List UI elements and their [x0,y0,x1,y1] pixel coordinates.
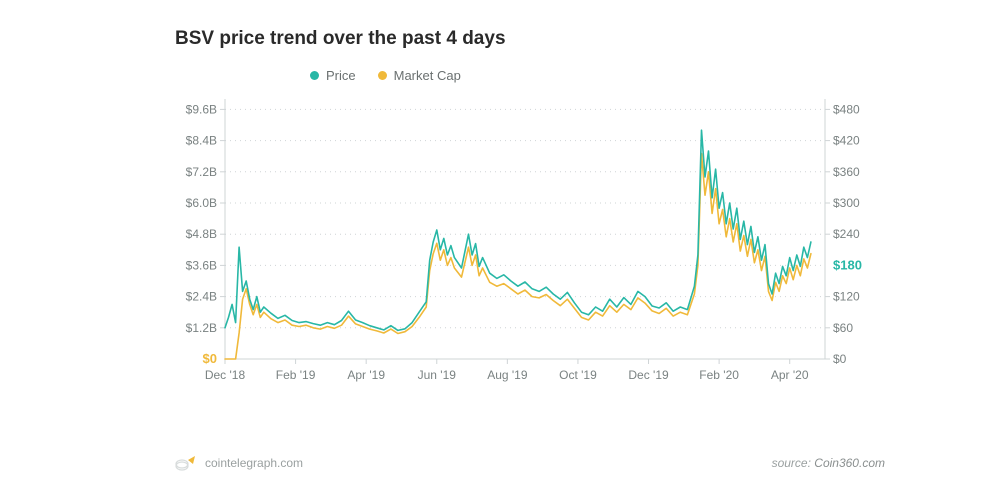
footer-source-value: Coin360.com [814,456,885,470]
svg-text:$0: $0 [833,352,847,366]
svg-text:$60: $60 [833,321,853,335]
svg-text:$0: $0 [203,351,217,366]
chart-title: BSV price trend over the past 4 days [175,28,940,50]
chart-footer: cointelegraph.com source: Coin360.com [175,454,885,472]
svg-text:$1.2B: $1.2B [186,321,217,335]
svg-text:$180: $180 [833,257,862,272]
svg-text:Feb '19: Feb '19 [276,368,316,382]
svg-text:$420: $420 [833,134,860,148]
legend-item-price: Price [310,68,356,83]
legend-dot-marketcap [378,71,387,80]
svg-text:$7.2B: $7.2B [186,165,217,179]
svg-text:$120: $120 [833,290,860,304]
chart-svg: $1.2B $2.4B $3.6B $4.8B $6.0B $7.2B $8.4B $9.6B… [175,91,875,431]
svg-text:Apr '19: Apr '19 [347,368,385,382]
footer-source: source: Coin360.com [772,456,885,470]
svg-text:Dec '19: Dec '19 [628,368,669,382]
svg-text:$3.6B: $3.6B [186,258,217,272]
svg-text:$300: $300 [833,196,860,210]
chart-legend: Price Market Cap [310,68,940,83]
legend-label-price: Price [326,68,356,83]
svg-text:Oct '19: Oct '19 [559,368,597,382]
legend-label-marketcap: Market Cap [394,68,461,83]
svg-text:Aug '19: Aug '19 [487,368,528,382]
footer-source-label: source: [772,456,811,470]
chart-container: BSV price trend over the past 4 days Pri… [0,0,1000,500]
footer-site: cointelegraph.com [205,456,303,470]
svg-text:$2.4B: $2.4B [186,290,217,304]
svg-text:$4.8B: $4.8B [186,227,217,241]
svg-text:$360: $360 [833,165,860,179]
chart-plot-area: $1.2B $2.4B $3.6B $4.8B $6.0B $7.2B $8.4B $9.6B… [175,91,885,436]
footer-left: cointelegraph.com [175,454,303,472]
svg-text:$240: $240 [833,227,860,241]
svg-text:Apr '20: Apr '20 [771,368,809,382]
svg-text:Jun '19: Jun '19 [418,368,457,382]
legend-item-marketcap: Market Cap [378,68,461,83]
legend-dot-price [310,71,319,80]
svg-text:Feb '20: Feb '20 [699,368,739,382]
svg-text:$6.0B: $6.0B [186,196,217,210]
svg-text:$8.4B: $8.4B [186,134,217,148]
svg-text:Dec '18: Dec '18 [205,368,246,382]
cointelegraph-logo-icon [175,454,197,472]
svg-text:$9.6B: $9.6B [186,102,217,116]
svg-text:$480: $480 [833,102,860,116]
